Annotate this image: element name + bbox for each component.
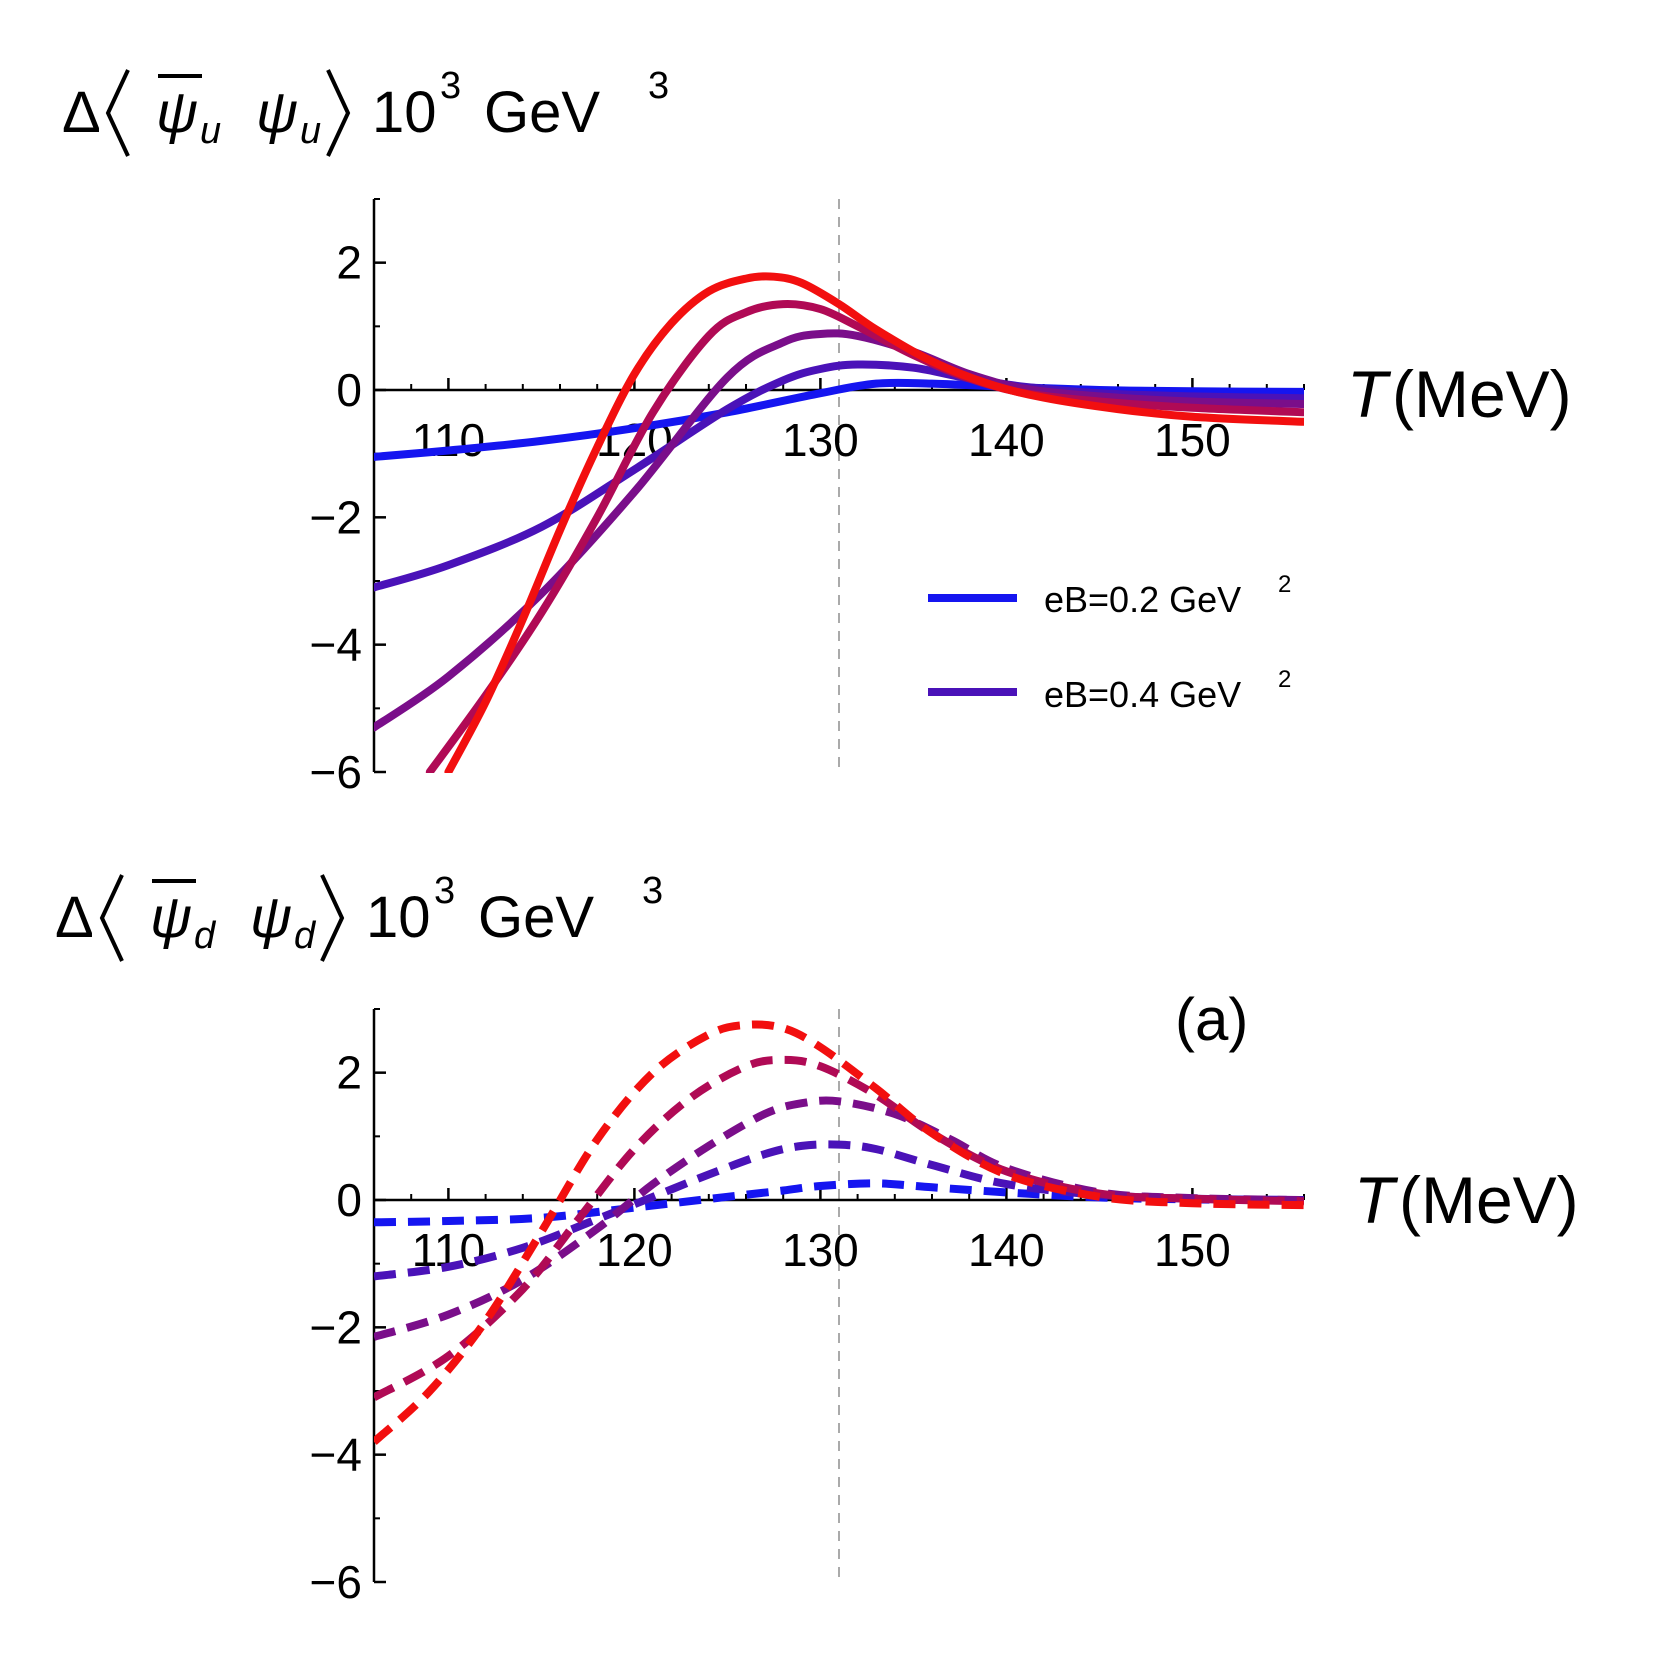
- bottom-ytick-label: 0: [336, 1174, 362, 1226]
- bottom-xlabel-var: T: [1354, 1163, 1399, 1237]
- top-xlabel-var: T: [1347, 357, 1392, 431]
- top-ylabel: Δ ψ u ψ u 10 3 GeV 3: [62, 65, 669, 157]
- bottom-ylabel-psibar: ψ: [150, 885, 192, 950]
- top-xtick-label: 150: [1154, 414, 1231, 466]
- bottom-ylabel: Δ ψ d ψ d 10 3 GeV 3: [55, 870, 663, 962]
- top-ytick-label: −6: [310, 746, 362, 798]
- top-ytick-label: 2: [336, 237, 362, 289]
- bottom-series-group: [374, 1020, 1304, 1445]
- top-ylabel-unit-tail: GeV: [484, 80, 600, 145]
- top-xlabel-unit: (MeV): [1392, 357, 1572, 431]
- top-ytick-label: 0: [336, 364, 362, 416]
- bottom-ylabel-delta: Δ: [55, 885, 94, 950]
- bottom-ylabel-unit-exp: 3: [434, 870, 455, 912]
- top-ylabel-unit-exp: 3: [440, 65, 461, 107]
- legend-label-0: eB=0.2 GeV: [1044, 579, 1241, 620]
- top-ytick-label: −2: [310, 491, 362, 543]
- bottom-xtick-label: 150: [1154, 1224, 1231, 1276]
- top-xtick-label: 110: [412, 414, 485, 466]
- top-ylabel-delta: Δ: [62, 80, 101, 145]
- bottom-ylabel-right-bracket: [320, 874, 345, 962]
- bottom-xlabel: T (MeV): [1354, 1163, 1579, 1237]
- top-series-4: [444, 272, 1304, 773]
- bottom-series-4: [374, 1020, 1304, 1445]
- top-ylabel-sub1: u: [200, 110, 221, 152]
- top-ylabel-right-bracket: [326, 69, 351, 157]
- bottom-xtick-label: 120: [596, 1224, 673, 1276]
- top-xlabel: T (MeV): [1347, 357, 1572, 431]
- bottom-ylabel-psi: ψ: [250, 885, 292, 950]
- top-ylabel-unit-tail-exp: 3: [648, 65, 669, 107]
- bottom-ytick-label: −4: [310, 1429, 362, 1481]
- bottom-ytick-label: −6: [310, 1556, 362, 1608]
- bottom-ylabel-unit-tail-exp: 3: [642, 870, 663, 912]
- bottom-ylabel-sub2: d: [294, 915, 317, 957]
- top-xtick-label: 140: [968, 414, 1045, 466]
- top-ylabel-psi: ψ: [256, 80, 298, 145]
- panel-annotation: (a): [1175, 986, 1248, 1053]
- top-ylabel-sub2: u: [300, 110, 321, 152]
- bottom-xtick-label: 140: [968, 1224, 1045, 1276]
- bottom-ytick-label: −2: [310, 1301, 362, 1353]
- legend-label-1: eB=0.4 GeV: [1044, 674, 1241, 715]
- legend-exp-1: 2: [1278, 666, 1291, 693]
- legend: eB=0.2 GeV 2 eB=0.4 GeV 2: [928, 571, 1291, 715]
- bottom-ylabel-unit: 10: [366, 885, 431, 950]
- bottom-ylabel-left-bracket: [99, 874, 124, 962]
- bottom-series-0: [374, 1179, 1304, 1227]
- bottom-ylabel-unit-tail: GeV: [478, 885, 594, 950]
- top-series-3: [425, 299, 1304, 773]
- top-ylabel-psibar: ψ: [156, 80, 198, 145]
- bottom-xtick-label: 130: [782, 1224, 859, 1276]
- top-ytick-label: −4: [310, 619, 362, 671]
- legend-exp-0: 2: [1278, 571, 1291, 598]
- top-series-group: [374, 272, 1304, 773]
- top-xtick-label: 130: [782, 414, 859, 466]
- top-series-2: [374, 329, 1304, 732]
- top-ylabel-left-bracket: [105, 69, 130, 157]
- bottom-ylabel-sub1: d: [194, 915, 217, 957]
- top-ylabel-unit: 10: [372, 80, 437, 145]
- bottom-xlabel-unit: (MeV): [1399, 1163, 1579, 1237]
- bottom-ytick-label: 2: [336, 1047, 362, 1099]
